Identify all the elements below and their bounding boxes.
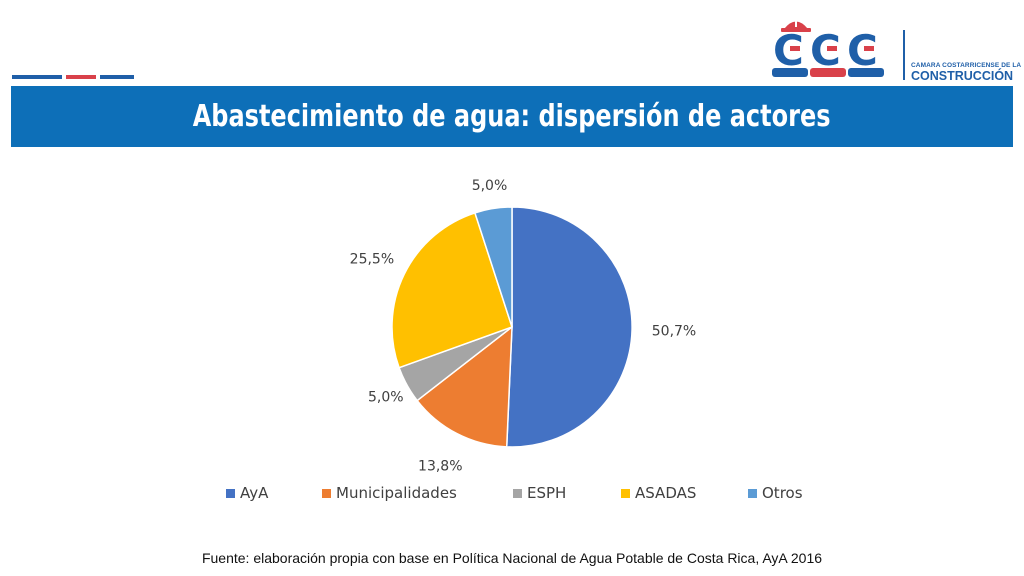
ccc-logo-mark: C C C xyxy=(772,17,884,77)
legend-label-asadas: ASADAS xyxy=(635,484,696,502)
data-label-aya: 50,7% xyxy=(652,324,696,340)
accent-lines xyxy=(12,75,134,79)
pie-slice-municipalidades xyxy=(416,325,513,448)
pie-slice-otros xyxy=(473,206,513,328)
data-label-municipalidades: 13,8% xyxy=(418,459,462,475)
logo-divider xyxy=(903,30,905,80)
legend-swatch-otros xyxy=(748,489,757,498)
accent-line-blue-right xyxy=(100,75,134,79)
pie-chart: 50,7% 13,8% 5,0% 25,5% 5,0% AyA Municipalidad… xyxy=(226,178,803,502)
legend-swatch-municipalidades xyxy=(322,489,331,498)
data-label-asadas: 25,5% xyxy=(350,251,394,267)
legend-label-otros: Otros xyxy=(762,484,803,502)
logo-line1: CAMARA COSTARRICENSE DE LA xyxy=(911,62,1022,69)
accent-line-red xyxy=(66,75,96,79)
logo-line2: CONSTRUCCIÓN xyxy=(911,69,1014,83)
source-footnote: Fuente: elaboración propia con base en P… xyxy=(201,550,823,566)
chart-legend: AyA Municipalidades ESPH ASADAS Otros xyxy=(226,484,803,502)
legend-label-esph: ESPH xyxy=(527,484,566,502)
page-title: Abastecimiento de agua: dispersión de ac… xyxy=(193,99,831,134)
pie-slice-asadas xyxy=(391,211,513,369)
accent-line-blue-left xyxy=(12,75,62,79)
data-label-otros: 5,0% xyxy=(472,178,508,194)
legend-swatch-aya xyxy=(226,489,235,498)
legend-label-aya: AyA xyxy=(240,484,269,502)
pie-slice-aya xyxy=(505,206,633,448)
legend-swatch-asadas xyxy=(621,489,630,498)
data-label-esph: 5,0% xyxy=(368,389,404,405)
title-bar: Abastecimiento de agua: dispersión de ac… xyxy=(11,86,1013,147)
legend-swatch-esph xyxy=(513,489,522,498)
slice-labels: 50,7% 13,8% 5,0% 25,5% 5,0% xyxy=(350,178,697,475)
ccc-logo: C C C CAMARA COSTARRICENSE DE LA CONSTRU… xyxy=(770,12,1021,83)
legend-label-municipalidades: Municipalidades xyxy=(336,484,457,502)
pie-slices xyxy=(391,206,633,448)
